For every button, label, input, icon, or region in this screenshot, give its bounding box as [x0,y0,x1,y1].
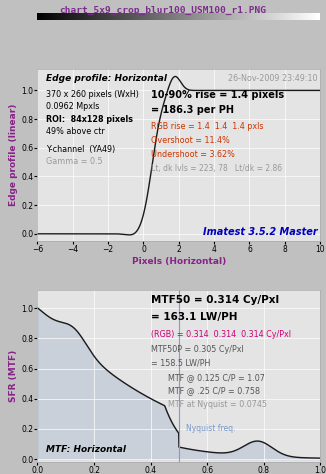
Text: MTF50 = 0.314 Cy/Pxl: MTF50 = 0.314 Cy/Pxl [151,295,279,305]
Text: Gamma = 0.5: Gamma = 0.5 [46,157,103,166]
Text: chart_5x9_crop_blur100_USM100_r1.PNG: chart_5x9_crop_blur100_USM100_r1.PNG [60,6,266,15]
Text: Nyquist freq.: Nyquist freq. [186,424,235,433]
Text: 10-90% rise = 1.4 pixels: 10-90% rise = 1.4 pixels [151,90,284,100]
Text: = 158.5 LW/PH: = 158.5 LW/PH [151,359,210,368]
Text: 49% above ctr: 49% above ctr [46,128,105,137]
Text: (RGB) = 0.314  0.314  0.314 Cy/Pxl: (RGB) = 0.314 0.314 0.314 Cy/Pxl [151,329,290,338]
Y-axis label: Edge profile (linear): Edge profile (linear) [9,104,19,206]
Text: Y-channel  (YA49): Y-channel (YA49) [46,145,115,154]
Text: Edge profile: Horizontal: Edge profile: Horizontal [46,74,167,83]
Text: RGB rise = 1.4  1.4  1.4 pxls: RGB rise = 1.4 1.4 1.4 pxls [151,122,263,131]
Text: 26-Nov-2009 23:49:10: 26-Nov-2009 23:49:10 [228,74,317,83]
Text: ROI:  84x128 pixels: ROI: 84x128 pixels [46,115,133,124]
Text: Imatest 3.5.2 Master: Imatest 3.5.2 Master [203,227,317,237]
Text: MTF @ 0.125 C/P = 1.07: MTF @ 0.125 C/P = 1.07 [168,373,264,382]
X-axis label: Pixels (Horizontal): Pixels (Horizontal) [132,257,226,266]
Text: = 163.1 LW/PH: = 163.1 LW/PH [151,312,237,322]
Text: Lt, dk lvls = 223, 78   Lt/dk = 2.86: Lt, dk lvls = 223, 78 Lt/dk = 2.86 [151,164,282,173]
Text: = 186.3 per PH: = 186.3 per PH [151,105,233,115]
Y-axis label: SFR (MTF): SFR (MTF) [9,350,19,402]
Text: Undershoot = 3.62%: Undershoot = 3.62% [151,150,234,159]
Text: 0.0962 Mpxls: 0.0962 Mpxls [46,101,99,110]
Text: Overshoot = 11.4%: Overshoot = 11.4% [151,136,229,145]
Text: MTF at Nyquist = 0.0745: MTF at Nyquist = 0.0745 [168,400,267,409]
Text: 370 x 260 pixels (WxH): 370 x 260 pixels (WxH) [46,90,139,99]
Text: MTF @ .25 C/P = 0.758: MTF @ .25 C/P = 0.758 [168,386,259,395]
Text: MTF: Horizontal: MTF: Horizontal [46,445,126,454]
Text: MTF50P = 0.305 Cy/Pxl: MTF50P = 0.305 Cy/Pxl [151,345,243,354]
